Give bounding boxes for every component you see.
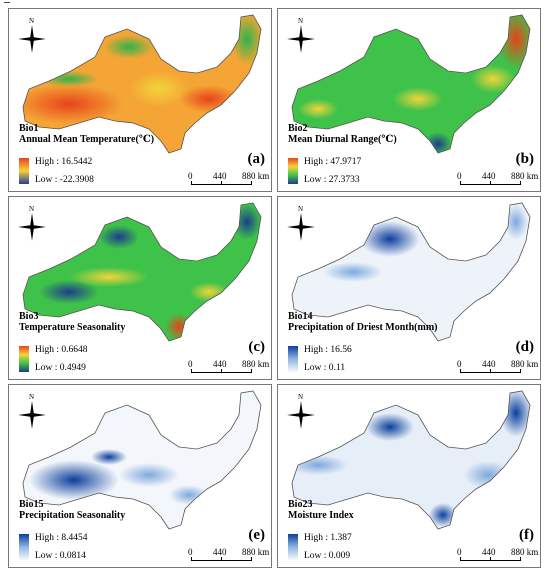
svg-text:N: N	[298, 393, 303, 401]
svg-text:N: N	[29, 393, 34, 401]
map-panel-bio1: N Bio1 Annual Mean Temperature(℃) High :…	[8, 8, 272, 192]
scale-bar: 0 440 880 km	[456, 359, 538, 377]
scale-bar: 0 440 880 km	[187, 359, 269, 377]
legend-color-bar	[288, 534, 298, 560]
panel-letter: (d)	[515, 339, 534, 355]
legend-low: Low : 0.0814	[35, 551, 86, 561]
legend-low: Low : 0.4949	[35, 363, 86, 373]
variable-code: Bio1	[19, 123, 39, 134]
variable-title: Precipitation of Driest Month(mm)	[288, 322, 438, 333]
svg-text:N: N	[298, 205, 303, 213]
scale-bar: 0 440 880 km	[456, 547, 538, 565]
legend-low: Low : 0.009	[304, 551, 351, 561]
panel-letter: (b)	[515, 151, 534, 167]
variable-code: Bio3	[19, 311, 39, 322]
variable-code: Bio14	[288, 311, 313, 322]
map-panel-bio2: N Bio2 Mean Diurnal Range(℃) High : 47.9…	[277, 8, 541, 192]
scale-bar: 0 440 880 km	[187, 171, 269, 189]
scale-bar: 0 440 880 km	[456, 171, 538, 189]
legend-high: High : 16.56	[304, 345, 352, 355]
svg-text:N: N	[298, 17, 303, 25]
legend-color-bar	[288, 158, 298, 184]
map-panel-bio23: N Bio23 Moisture Index High : 1.387 Low …	[277, 384, 541, 568]
map-bio15-precipitation-seasonality	[22, 390, 262, 530]
legend-high: High : 1.387	[304, 533, 352, 543]
variable-code: Bio2	[288, 123, 308, 134]
panel-letter: (c)	[248, 339, 265, 355]
panel-letter: (a)	[247, 151, 266, 167]
legend-color-bar	[288, 346, 298, 372]
legend-low: Low : 27.3733	[304, 175, 360, 185]
map-bio14-precipitation-driest-month	[291, 202, 531, 342]
variable-title: Temperature Seasonality	[19, 322, 126, 333]
legend-low: Low : -22.3908	[35, 175, 94, 185]
panel-letter: (e)	[248, 527, 265, 543]
legend-high: High : 16.5442	[35, 157, 93, 167]
legend-color-bar	[19, 346, 29, 372]
legend-high: High : 0.6648	[35, 345, 88, 355]
svg-text:N: N	[29, 205, 34, 213]
legend-high: High : 8.4454	[35, 533, 88, 543]
north-arrow-compass-icon: N	[18, 205, 46, 241]
map-panel-bio15: N Bio15 Precipitation Seasonality High :…	[8, 384, 272, 568]
north-label: N	[29, 17, 34, 25]
variable-title: Annual Mean Temperature(℃)	[19, 134, 155, 145]
variable-title: Mean Diurnal Range(℃)	[288, 134, 397, 145]
legend-low: Low : 0.11	[304, 363, 346, 373]
north-arrow-compass-icon: N	[18, 393, 46, 429]
variable-title: Precipitation Seasonality	[19, 510, 126, 521]
variable-title: Moisture Index	[288, 510, 354, 521]
map-panel-bio3: N Bio3 Temperature Seasonality High : 0.…	[8, 196, 272, 380]
north-arrow-compass-icon: N	[287, 17, 315, 53]
map-bio1-annual-mean-temperature	[22, 14, 262, 154]
map-bio2-mean-diurnal-range	[291, 14, 531, 154]
panel-letter: (f)	[519, 527, 534, 543]
map-bio23-moisture-index	[291, 390, 531, 530]
north-arrow-compass-icon: N	[287, 393, 315, 429]
north-arrow-compass-icon: N	[287, 205, 315, 241]
variable-code: Bio15	[19, 499, 44, 510]
map-bio3-temperature-seasonality	[22, 202, 262, 342]
legend-color-bar	[19, 534, 29, 560]
scale-bar: 0 440 880 km	[187, 547, 269, 565]
corner-mark	[4, 2, 10, 3]
variable-code: Bio23	[288, 499, 313, 510]
north-arrow-compass-icon: N	[18, 17, 46, 53]
legend-color-bar	[19, 158, 29, 184]
map-panel-bio14: N Bio14 Precipitation of Driest Month(mm…	[277, 196, 541, 380]
legend-high: High : 47.9717	[304, 157, 362, 167]
